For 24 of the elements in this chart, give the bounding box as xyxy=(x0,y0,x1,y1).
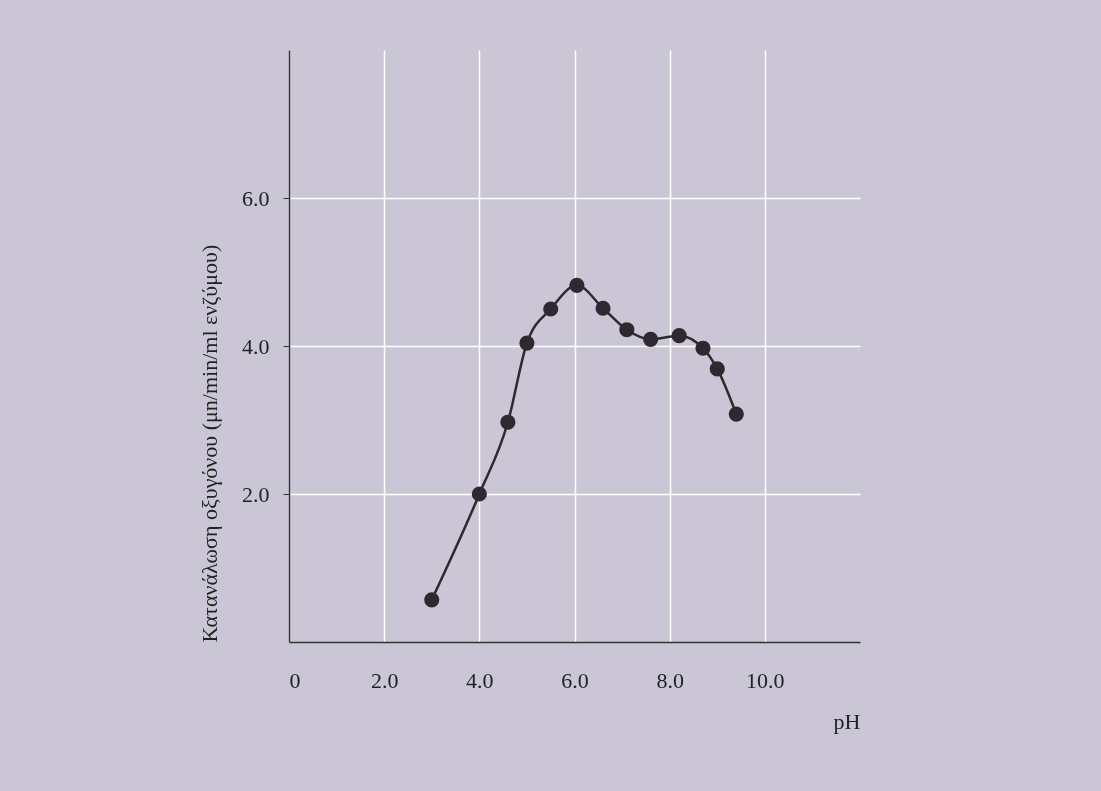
y-tick-label: 2.0 xyxy=(242,481,270,507)
x-tick-label: 8.0 xyxy=(656,667,684,693)
x-tick-label: 0 xyxy=(289,667,301,693)
y-axis-title: Κατανάλωση οξυγόνου (μn/min/ml ενζύμου) xyxy=(197,244,222,643)
point xyxy=(424,592,440,608)
x-tick-label: 10.0 xyxy=(746,667,785,693)
point xyxy=(619,322,635,338)
point xyxy=(500,414,516,430)
x-axis-title: pH xyxy=(833,708,861,734)
point xyxy=(569,277,585,293)
point xyxy=(543,301,559,317)
point xyxy=(709,361,725,377)
x-tick-label: 2.0 xyxy=(370,667,399,693)
point xyxy=(471,486,487,502)
point xyxy=(671,328,687,344)
point xyxy=(519,335,535,351)
point xyxy=(695,340,711,356)
point xyxy=(643,331,659,347)
y-tick-label: 4.0 xyxy=(242,333,270,359)
y-tick-label: 6.0 xyxy=(242,185,270,211)
x-tick-label: 4.0 xyxy=(466,667,494,693)
x-tick-label: 6.0 xyxy=(561,667,589,693)
point xyxy=(728,406,744,422)
point xyxy=(595,300,611,316)
